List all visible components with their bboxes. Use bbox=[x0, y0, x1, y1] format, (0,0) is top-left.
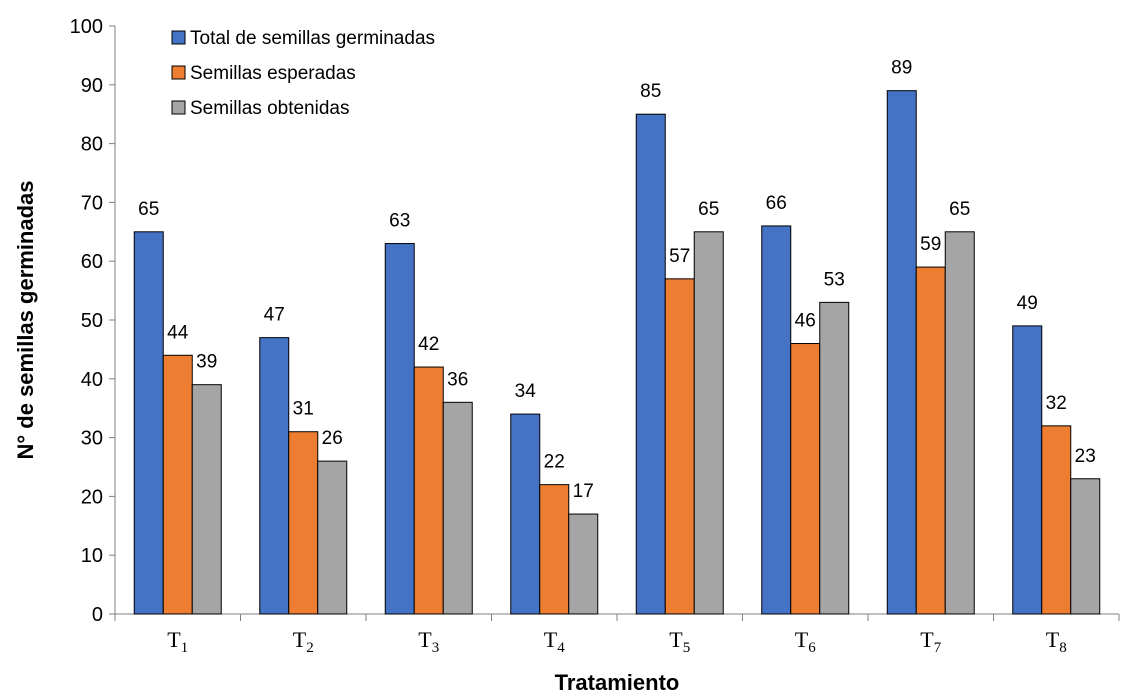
x-tick-label: T5 bbox=[669, 627, 690, 656]
x-tick-label: T3 bbox=[418, 627, 439, 656]
data-labels: 65 47 63 34 85 66 89 49 44 31 42 22 57 46 59 32 39 26 36 17… bbox=[138, 58, 1096, 502]
bar bbox=[317, 460, 348, 615]
data-label: 66 bbox=[766, 193, 787, 214]
y-tick-label: 80 bbox=[81, 134, 103, 156]
bar bbox=[1070, 478, 1101, 615]
bar bbox=[761, 225, 792, 615]
x-tick-label: T2 bbox=[293, 627, 314, 656]
bar bbox=[510, 413, 541, 615]
bar bbox=[635, 113, 666, 615]
data-label: 65 bbox=[949, 199, 970, 220]
data-label: 85 bbox=[640, 81, 661, 102]
legend-swatch bbox=[171, 65, 186, 80]
data-label: 47 bbox=[264, 305, 285, 326]
y-axis-title: N° de semillas germinadas bbox=[13, 180, 38, 459]
data-label: 49 bbox=[1017, 293, 1038, 314]
bar bbox=[384, 243, 415, 615]
bar bbox=[288, 431, 319, 615]
data-label: 89 bbox=[891, 58, 912, 79]
x-tick-label: T4 bbox=[544, 627, 565, 656]
data-label: 63 bbox=[389, 211, 410, 232]
legend-label: Semillas esperadas bbox=[190, 63, 356, 84]
y-tick-label: 20 bbox=[81, 486, 103, 508]
bar bbox=[413, 366, 444, 615]
bar bbox=[693, 231, 724, 615]
x-tick-label: T6 bbox=[795, 627, 816, 656]
data-label: 59 bbox=[920, 234, 941, 255]
bar bbox=[790, 343, 821, 615]
data-label: 46 bbox=[795, 311, 816, 332]
data-label: 57 bbox=[669, 246, 690, 267]
x-tick-label: T7 bbox=[920, 627, 941, 656]
y-tick-label: 90 bbox=[81, 75, 103, 97]
legend: Total de semillas germinadas Semillas esp… bbox=[171, 28, 435, 119]
legend-swatch bbox=[171, 30, 186, 45]
data-label: 65 bbox=[698, 199, 719, 220]
y-tick-label: 0 bbox=[92, 604, 103, 626]
data-label: 32 bbox=[1046, 393, 1067, 414]
bar bbox=[442, 401, 473, 615]
x-tick-label: T1 bbox=[167, 627, 188, 656]
data-label: 42 bbox=[418, 334, 439, 355]
bar bbox=[819, 301, 850, 615]
y-tick-label: 100 bbox=[70, 16, 103, 38]
legend-label: Semillas obtenidas bbox=[190, 98, 349, 119]
data-label: 34 bbox=[515, 381, 537, 402]
data-label: 65 bbox=[138, 199, 159, 220]
x-tick-label: T8 bbox=[1046, 627, 1067, 656]
y-tick-label: 10 bbox=[81, 545, 103, 567]
data-label: 39 bbox=[196, 352, 217, 373]
bar bbox=[162, 354, 193, 615]
data-label: 17 bbox=[573, 481, 594, 502]
bar bbox=[1012, 325, 1043, 615]
bar bbox=[133, 231, 164, 615]
y-tick-label: 60 bbox=[81, 251, 103, 273]
legend-label: Total de semillas germinadas bbox=[190, 28, 435, 49]
bars bbox=[133, 90, 1101, 615]
y-tick-label: 50 bbox=[81, 310, 103, 332]
data-label: 23 bbox=[1075, 446, 1096, 467]
bar bbox=[915, 266, 946, 615]
legend-swatch bbox=[171, 100, 186, 115]
data-label: 36 bbox=[447, 369, 468, 390]
data-label: 44 bbox=[167, 322, 189, 343]
bar bbox=[191, 384, 222, 615]
data-label: 22 bbox=[544, 452, 565, 473]
data-label: 31 bbox=[293, 399, 314, 420]
axes: 0 10 20 30 40 50 60 70 80 90 100 T1 T2 T3 T4 T5 T6 T7 T8 bbox=[70, 16, 1120, 656]
bar bbox=[259, 337, 290, 615]
bar bbox=[944, 231, 975, 615]
bar bbox=[539, 484, 570, 615]
data-label: 53 bbox=[824, 269, 845, 290]
bar bbox=[568, 513, 599, 615]
y-tick-label: 30 bbox=[81, 428, 103, 450]
bar bbox=[886, 90, 917, 615]
data-label: 26 bbox=[322, 428, 343, 449]
bar bbox=[1041, 425, 1072, 615]
x-axis-title: Tratamiento bbox=[555, 670, 680, 695]
y-tick-label: 70 bbox=[81, 192, 103, 214]
y-tick-label: 40 bbox=[81, 369, 103, 391]
bar bbox=[664, 278, 695, 615]
